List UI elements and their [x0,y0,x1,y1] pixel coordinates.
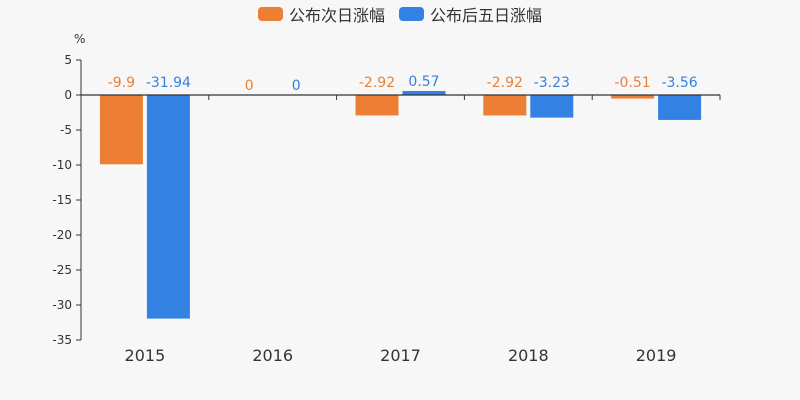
x-tick-label: 2017 [380,346,421,365]
y-tick-label: 0 [64,88,72,102]
y-tick-label: -20 [52,228,72,242]
data-label: -9.9 [108,75,135,91]
chart-legend: 公布次日涨幅 公布后五日涨幅 [0,2,800,26]
x-tick-label: 2019 [636,346,677,365]
data-label: -2.92 [487,75,523,91]
bar-2017-series-1[interactable] [402,91,446,95]
y-tick-label: -5 [60,123,72,137]
data-label: 0.57 [408,74,439,90]
data-label: -3.56 [661,75,697,91]
data-label: 0 [245,78,254,94]
data-label: -2.92 [359,75,395,91]
y-axis-unit-label: % [74,32,85,46]
bar-2018-series-1[interactable] [530,95,574,118]
legend-swatch-orange [257,7,283,21]
bar-2019-series-1[interactable] [658,95,702,120]
y-tick-label: -10 [52,158,72,172]
bar-2019-series-0[interactable] [611,95,655,99]
data-label: -0.51 [614,75,650,91]
bar-2018-series-0[interactable] [483,95,527,116]
bar-2015-series-0[interactable] [99,95,143,165]
data-label: 0 [292,78,301,94]
x-tick-label: 2016 [252,346,293,365]
legend-label: 公布后五日涨幅 [430,6,543,25]
bar-2017-series-0[interactable] [355,95,399,116]
y-tick-label: -30 [52,298,72,312]
bar-2015-series-1[interactable] [146,95,190,319]
data-label: -3.23 [534,75,570,91]
x-tick-label: 2018 [508,346,549,365]
y-tick-label: -25 [52,263,72,277]
x-tick-label: 2015 [125,346,166,365]
y-tick-label: 5 [64,53,72,67]
legend-label: 公布次日涨幅 [288,6,385,25]
legend-swatch-blue [399,7,424,21]
legend-item-five-day[interactable]: 公布后五日涨幅 [399,2,542,26]
y-tick-label: -35 [52,333,72,347]
legend-item-next-day[interactable]: 公布次日涨幅 [257,2,385,26]
data-label: -31.94 [146,75,191,91]
y-tick-label: -15 [52,193,72,207]
